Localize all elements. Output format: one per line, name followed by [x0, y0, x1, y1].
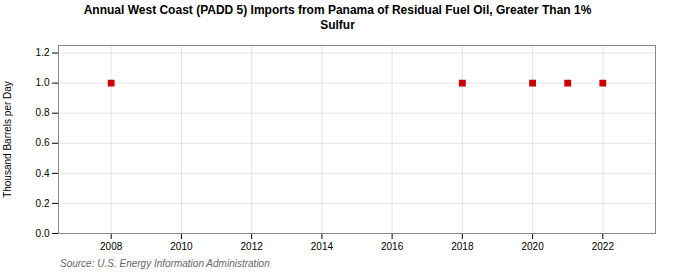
- svg-text:2008: 2008: [100, 241, 123, 252]
- svg-text:0.2: 0.2: [36, 198, 50, 209]
- svg-text:1.2: 1.2: [36, 47, 50, 58]
- html-text:Source: U.S. Energy Informatio: Source: U.S. Energy Information Administ…: [60, 258, 270, 269]
- svg-text:Thousand Barrels per Day: Thousand Barrels per Day: [2, 81, 13, 198]
- svg-text:0.4: 0.4: [36, 168, 50, 179]
- svg-text:0.6: 0.6: [36, 137, 50, 148]
- svg-text:2012: 2012: [241, 241, 264, 252]
- svg-text:1.0: 1.0: [36, 77, 50, 88]
- svg-text:2016: 2016: [381, 241, 404, 252]
- svg-text:2018: 2018: [451, 241, 474, 252]
- svg-text:2022: 2022: [592, 241, 615, 252]
- svg-text:2020: 2020: [521, 241, 544, 252]
- svg-text:0.8: 0.8: [36, 107, 50, 118]
- svg-text:2014: 2014: [311, 241, 334, 252]
- html-text:Annual West Coast (PADD 5) Imp: Annual West Coast (PADD 5) Imports from …: [83, 3, 592, 32]
- svg-text:0.0: 0.0: [36, 228, 50, 239]
- svg-text:2010: 2010: [170, 241, 193, 252]
